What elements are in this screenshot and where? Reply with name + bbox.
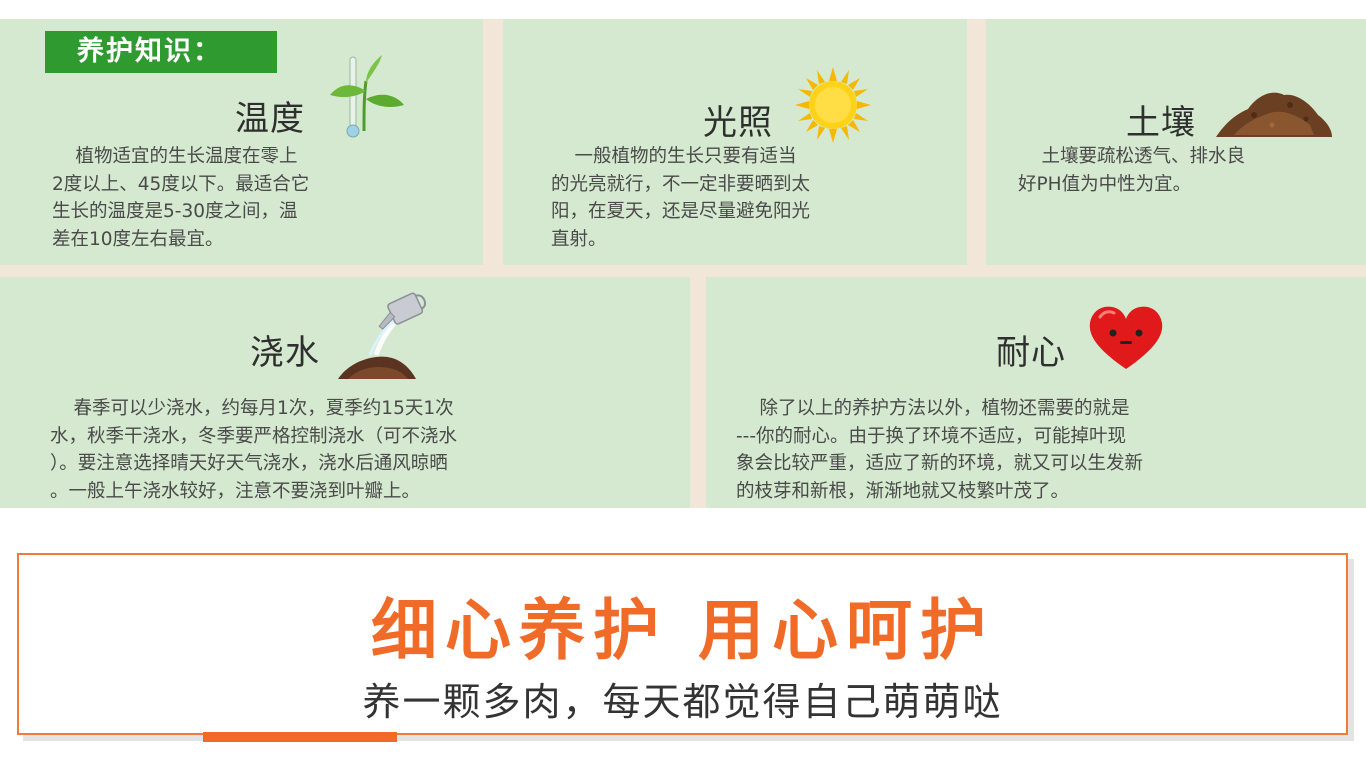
card-title-light: 光照 <box>703 103 773 143</box>
banner-title: 细心养护 用心呵护 <box>371 591 994 669</box>
banner-subtitle: 养一颗多肉，每天都觉得自己萌萌哒 <box>362 680 1003 724</box>
banner-accent-bar <box>203 732 397 742</box>
heart-face-icon <box>1089 306 1163 369</box>
card-text-water: 春季可以少浇水，约每月1次，夏季约15天1次 水，秋季干浇水，冬季要严格控制浇水… <box>50 398 458 502</box>
card-title-soil: 土壤 <box>1126 103 1196 143</box>
card-water: 浇水 春季可以少浇水，约每月1次，夏季约15天1次 水，秋季干浇水，冬季要严格控… <box>0 277 690 508</box>
soil-pile-icon <box>1216 92 1332 137</box>
card-soil: 土壤 土壤要疏松透气、排水良 好PH值为中性为宜。 <box>986 19 1366 265</box>
care-knowledge-panel: 养护知识： 温度 植物适宜的生长温度在零上 2度以上、45度以下。最适合它 生长… <box>0 19 1366 508</box>
slogan-banner: 细心养护 用心呵护 养一颗多肉，每天都觉得自己萌萌哒 <box>17 553 1348 735</box>
card-light: 光照 一般植物的生长 <box>503 19 967 265</box>
watering-can-icon <box>338 292 426 379</box>
card-text-patience: 除了以上的养护方法以外，植物还需要的就是 ---你的耐心。由于换了环境不适应，可… <box>736 398 1144 502</box>
card-text-soil: 土壤要疏松透气、排水良 好PH值为中性为宜。 <box>1018 146 1246 195</box>
card-temperature: 养护知识： 温度 植物适宜的生长温度在零上 2度以上、45度以下。最适合它 生长… <box>0 19 483 265</box>
sun-icon <box>795 67 871 143</box>
care-knowledge-tag: 养护知识： <box>45 31 277 73</box>
card-text-temperature: 植物适宜的生长温度在零上 2度以上、45度以下。最适合它 生长的温度是5-30度… <box>52 146 310 250</box>
card-patience: 耐心 除了以上的养护方法以外，植物还需要的就是 ---你的耐心。由于换了环境不适… <box>706 277 1366 508</box>
card-title-temperature: 温度 <box>235 99 305 139</box>
card-title-water: 浇水 <box>250 333 320 373</box>
sprout-thermometer-icon <box>330 55 404 138</box>
card-text-light: 一般植物的生长只要有适当 的光亮就行，不一定非要晒到太 阳，在夏天，还是尽量避免… <box>551 146 811 250</box>
card-title-patience: 耐心 <box>996 333 1066 373</box>
